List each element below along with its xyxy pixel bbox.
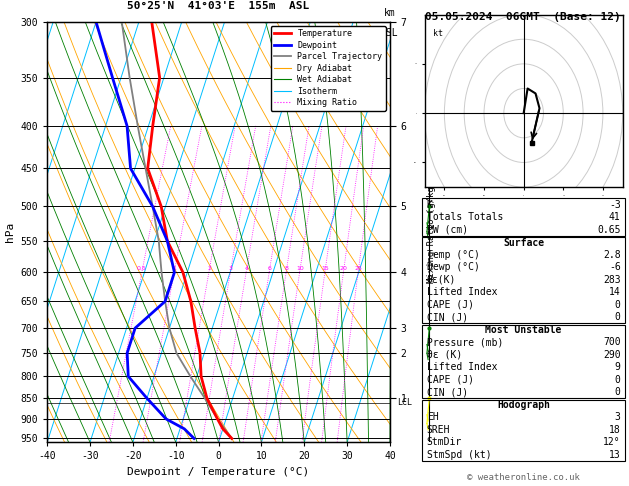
Text: 3: 3 bbox=[615, 412, 621, 422]
Bar bbox=[423, 325, 625, 398]
Text: LCL: LCL bbox=[397, 398, 412, 407]
Legend: Temperature, Dewpoint, Parcel Trajectory, Dry Adiabat, Wet Adiabat, Isotherm, Mi: Temperature, Dewpoint, Parcel Trajectory… bbox=[271, 26, 386, 111]
Text: -3: -3 bbox=[609, 200, 621, 209]
Bar bbox=[423, 399, 625, 461]
Text: kt: kt bbox=[433, 29, 442, 38]
Text: θε(K): θε(K) bbox=[426, 275, 456, 285]
Text: 2.8: 2.8 bbox=[603, 250, 621, 260]
Text: 14: 14 bbox=[609, 287, 621, 297]
Text: 6: 6 bbox=[267, 266, 271, 272]
Text: Mixing Ratio (g/kg): Mixing Ratio (g/kg) bbox=[426, 181, 436, 283]
Bar bbox=[423, 198, 625, 236]
Text: 290: 290 bbox=[603, 349, 621, 360]
Text: 0.65: 0.65 bbox=[597, 225, 621, 235]
Text: SREH: SREH bbox=[426, 425, 450, 434]
Text: CIN (J): CIN (J) bbox=[426, 387, 468, 397]
Text: 0.5: 0.5 bbox=[137, 266, 147, 272]
Text: CIN (J): CIN (J) bbox=[426, 312, 468, 322]
Text: ASL: ASL bbox=[381, 28, 399, 38]
Text: CAPE (J): CAPE (J) bbox=[426, 299, 474, 310]
Text: 283: 283 bbox=[603, 275, 621, 285]
Text: 41: 41 bbox=[609, 212, 621, 222]
Text: Totals Totals: Totals Totals bbox=[426, 212, 503, 222]
Text: 0: 0 bbox=[615, 387, 621, 397]
Text: Most Unstable: Most Unstable bbox=[486, 325, 562, 335]
Text: 700: 700 bbox=[603, 337, 621, 347]
Text: 50°25'N  41°03'E  155m  ASL: 50°25'N 41°03'E 155m ASL bbox=[128, 1, 309, 11]
Text: 10: 10 bbox=[296, 266, 304, 272]
Text: Pressure (mb): Pressure (mb) bbox=[426, 337, 503, 347]
Text: 2: 2 bbox=[207, 266, 211, 272]
Text: 20: 20 bbox=[340, 266, 347, 272]
Text: 0: 0 bbox=[615, 375, 621, 384]
Text: 05.05.2024  06GMT  (Base: 12): 05.05.2024 06GMT (Base: 12) bbox=[425, 12, 620, 22]
Text: Surface: Surface bbox=[503, 238, 544, 248]
Text: EH: EH bbox=[426, 412, 438, 422]
Text: 1: 1 bbox=[172, 266, 176, 272]
Text: 12°: 12° bbox=[603, 437, 621, 447]
Text: 4: 4 bbox=[244, 266, 248, 272]
Text: 9: 9 bbox=[615, 362, 621, 372]
Bar bbox=[423, 237, 625, 323]
Text: Lifted Index: Lifted Index bbox=[426, 362, 497, 372]
Text: -6: -6 bbox=[609, 262, 621, 272]
Text: StmSpd (kt): StmSpd (kt) bbox=[426, 450, 491, 460]
Text: 0: 0 bbox=[615, 312, 621, 322]
Y-axis label: hPa: hPa bbox=[5, 222, 15, 242]
Text: Lifted Index: Lifted Index bbox=[426, 287, 497, 297]
Text: © weatheronline.co.uk: © weatheronline.co.uk bbox=[467, 472, 580, 482]
Text: PW (cm): PW (cm) bbox=[426, 225, 468, 235]
Text: Dewp (°C): Dewp (°C) bbox=[426, 262, 479, 272]
Text: 13: 13 bbox=[609, 450, 621, 460]
Text: θε (K): θε (K) bbox=[426, 349, 462, 360]
Text: CAPE (J): CAPE (J) bbox=[426, 375, 474, 384]
Text: StmDir: StmDir bbox=[426, 437, 462, 447]
Text: 3: 3 bbox=[228, 266, 233, 272]
Text: Hodograph: Hodograph bbox=[497, 400, 550, 410]
Text: km: km bbox=[384, 8, 396, 17]
Text: K: K bbox=[426, 200, 433, 209]
Text: 25: 25 bbox=[354, 266, 362, 272]
Text: 15: 15 bbox=[321, 266, 329, 272]
Text: 18: 18 bbox=[609, 425, 621, 434]
Text: Temp (°C): Temp (°C) bbox=[426, 250, 479, 260]
X-axis label: Dewpoint / Temperature (°C): Dewpoint / Temperature (°C) bbox=[128, 467, 309, 477]
Text: 0: 0 bbox=[615, 299, 621, 310]
Text: 8: 8 bbox=[284, 266, 288, 272]
